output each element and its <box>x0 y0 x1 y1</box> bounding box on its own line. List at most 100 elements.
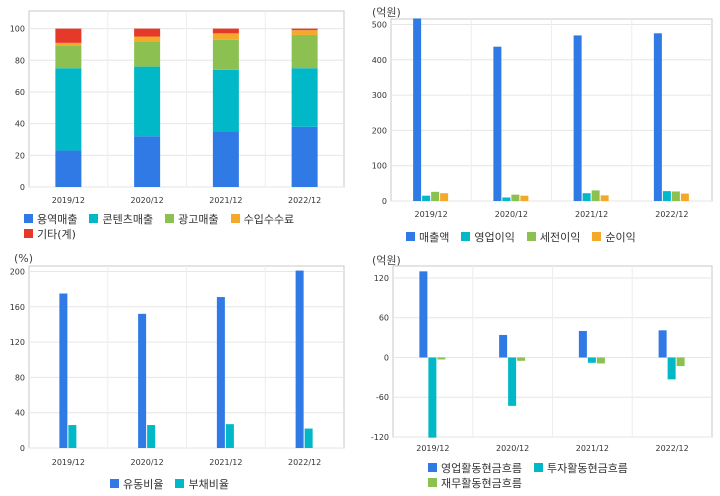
legend-swatch <box>165 214 175 223</box>
legend-swatch <box>24 229 33 238</box>
y-tick-label: 0 <box>382 197 387 206</box>
legend-item[interactable]: 투자활동현금흐름 <box>533 460 628 475</box>
legend-item[interactable]: 순이익 <box>592 229 636 244</box>
bar <box>291 126 318 187</box>
bar <box>134 66 161 137</box>
revenue-mix-legend: 용역매출 콘텐츠매출 광고매출 수입수수료 기타(계) <box>24 211 344 241</box>
x-tick-label: 2021/12 <box>209 458 242 467</box>
bar <box>662 191 671 201</box>
ratio-panel: (%) 0 40 80 120 160 200 2019/12 2020/12 2021/12 2… <box>0 248 360 496</box>
y-tick-label: 20 <box>15 151 25 160</box>
unit-label: (억원) <box>372 254 401 267</box>
legend-item[interactable]: 기타(계) <box>24 226 76 241</box>
bar <box>422 195 431 201</box>
bar <box>304 428 313 448</box>
legend-swatch <box>406 232 415 241</box>
unit-label: (억원) <box>372 6 401 19</box>
legend-swatch <box>592 232 602 241</box>
x-tick-label: 2021/12 <box>209 196 242 205</box>
bar <box>212 69 239 132</box>
x-tick-label: 2021/12 <box>575 210 608 219</box>
legend-swatch <box>230 214 240 223</box>
bar <box>676 357 685 367</box>
bar <box>55 42 82 47</box>
legend-swatch <box>175 479 185 488</box>
legend-swatch <box>526 232 536 241</box>
legend-item[interactable]: 세전이익 <box>526 229 580 244</box>
bar <box>212 131 239 187</box>
bar <box>295 270 304 448</box>
bar <box>55 46 82 69</box>
y-tick-label: 40 <box>15 120 25 129</box>
bar <box>55 150 82 187</box>
legend-item[interactable]: 부채비율 <box>175 476 229 491</box>
x-tick-label: 2021/12 <box>576 444 609 453</box>
y-tick-label: 500 <box>372 20 387 29</box>
cashflow-legend: 영업활동현금흐름 투자활동현금흐름 재무활동현금흐름 <box>428 460 718 490</box>
revenue-mix-chart: 0 20 40 60 80 100 2019/12 2020/12 2021/12 2022/12 <box>10 10 345 205</box>
legend-swatch <box>461 232 471 241</box>
y-tick-label: 0 <box>384 353 389 362</box>
legend-item[interactable]: 영업이익 <box>461 229 515 244</box>
bar <box>216 297 225 448</box>
y-tick-label: -120 <box>371 433 389 442</box>
bar <box>291 28 318 31</box>
bar <box>600 195 609 201</box>
bar <box>596 357 605 364</box>
legend-swatch <box>533 463 543 472</box>
bar <box>511 194 520 201</box>
y-tick-label: 400 <box>372 56 387 65</box>
legend-swatch <box>110 479 119 488</box>
x-tick-label: 2022/12 <box>288 458 321 467</box>
bar <box>134 36 161 42</box>
y-tick-label: 120 <box>10 338 25 347</box>
bar <box>667 357 676 380</box>
legend-item[interactable]: 영업활동현금흐름 <box>428 460 522 475</box>
bar <box>493 46 502 201</box>
bar <box>147 425 156 448</box>
legend-item[interactable]: 용역매출 <box>24 211 77 226</box>
x-tick-label: 2020/12 <box>131 196 164 205</box>
profit-legend: 매출액 영업이익 세전이익 순이익 <box>406 229 706 244</box>
bar <box>573 35 582 201</box>
y-tick-label: 100 <box>372 162 387 171</box>
unit-label: (%) <box>14 252 34 265</box>
bar <box>671 191 680 201</box>
legend-label: 재무활동현금흐름 <box>441 476 522 490</box>
x-tick-label: 2019/12 <box>415 210 448 219</box>
y-tick-label: 120 <box>374 274 389 283</box>
bar <box>291 34 318 69</box>
profit-panel: (억원) 0 100 200 300 400 500 2019/12 2020/12 2021/… <box>360 0 720 248</box>
y-tick-label: 300 <box>372 91 387 100</box>
bar <box>680 193 689 201</box>
bar <box>55 68 82 151</box>
bar <box>587 357 596 363</box>
profit-chart: 0 100 200 300 400 500 2019/12 2020/12 2021/12 202… <box>372 18 713 219</box>
bar <box>502 197 511 201</box>
legend-swatch <box>24 214 33 223</box>
bar <box>517 357 526 361</box>
x-tick-label: 2022/12 <box>656 444 689 453</box>
legend-label: 콘텐츠매출 <box>102 212 154 226</box>
legend-label: 용역매출 <box>37 212 78 226</box>
x-tick-label: 2020/12 <box>496 444 529 453</box>
cashflow-chart: -120 -60 0 60 120 2019/12 2020/12 2021/12 2022/1… <box>371 265 713 453</box>
cashflow-panel: (억원) -120 -60 0 60 120 2019/12 2020/12 2021/12 2… <box>360 248 720 496</box>
legend-item[interactable]: 콘텐츠매출 <box>89 211 153 226</box>
x-tick-label: 2020/12 <box>495 210 528 219</box>
legend-label: 순이익 <box>605 230 636 244</box>
legend-item[interactable]: 광고매출 <box>165 211 219 226</box>
bar <box>437 357 446 360</box>
bar <box>413 18 422 201</box>
y-tick-label: 80 <box>15 56 25 65</box>
y-tick-label: 0 <box>20 444 25 453</box>
bar <box>291 30 318 35</box>
legend-item[interactable]: 재무활동현금흐름 <box>428 475 522 490</box>
bar <box>582 193 591 201</box>
legend-item[interactable]: 매출액 <box>406 229 449 244</box>
bar <box>134 28 161 37</box>
legend-item[interactable]: 유동비율 <box>110 476 163 491</box>
legend-item[interactable]: 수입수수료 <box>230 211 294 226</box>
bar <box>134 41 161 67</box>
legend-label: 영업이익 <box>474 230 515 244</box>
